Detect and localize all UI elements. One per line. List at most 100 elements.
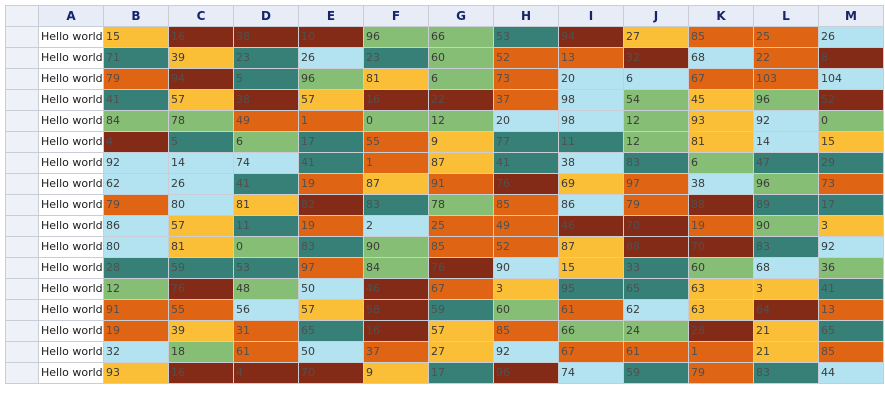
value-cell[interactable]: 32: [103, 341, 169, 363]
value-cell[interactable]: 57: [298, 299, 364, 321]
column-header-h[interactable]: H: [493, 5, 559, 27]
value-cell[interactable]: 67: [688, 68, 754, 90]
value-cell[interactable]: 89: [753, 194, 819, 216]
value-cell[interactable]: 13: [818, 299, 884, 321]
value-cell[interactable]: 57: [298, 89, 364, 111]
column-header-c[interactable]: C: [168, 5, 234, 27]
row-header[interactable]: [5, 320, 39, 342]
value-cell[interactable]: 39: [168, 320, 234, 342]
value-cell[interactable]: 85: [688, 26, 754, 48]
value-cell[interactable]: 81: [168, 236, 234, 258]
value-cell[interactable]: 96: [298, 68, 364, 90]
value-cell[interactable]: 65: [623, 278, 689, 300]
value-cell[interactable]: 78: [428, 194, 494, 216]
value-cell[interactable]: 16: [363, 89, 429, 111]
value-cell[interactable]: 4: [233, 362, 299, 384]
value-cell[interactable]: 86: [103, 215, 169, 237]
column-header-e[interactable]: E: [298, 5, 364, 27]
value-cell[interactable]: 97: [298, 257, 364, 279]
row-header[interactable]: [5, 278, 39, 300]
value-cell[interactable]: 28: [103, 257, 169, 279]
value-cell[interactable]: 96: [363, 26, 429, 48]
value-cell[interactable]: 74: [558, 362, 624, 384]
value-cell[interactable]: 86: [558, 194, 624, 216]
value-cell[interactable]: 11: [233, 215, 299, 237]
label-cell[interactable]: Hello world: [38, 89, 104, 111]
value-cell[interactable]: 81: [233, 194, 299, 216]
value-cell[interactable]: 85: [493, 194, 559, 216]
column-header-f[interactable]: F: [363, 5, 429, 27]
value-cell[interactable]: 6: [428, 68, 494, 90]
value-cell[interactable]: 20: [558, 68, 624, 90]
label-cell[interactable]: Hello world: [38, 194, 104, 216]
value-cell[interactable]: 3: [818, 215, 884, 237]
value-cell[interactable]: 19: [298, 173, 364, 195]
value-cell[interactable]: 85: [818, 341, 884, 363]
value-cell[interactable]: 60: [493, 299, 559, 321]
label-cell[interactable]: Hello world: [38, 173, 104, 195]
value-cell[interactable]: 94: [168, 68, 234, 90]
value-cell[interactable]: 92: [818, 236, 884, 258]
value-cell[interactable]: 38: [688, 173, 754, 195]
value-cell[interactable]: 68: [753, 257, 819, 279]
row-header[interactable]: [5, 131, 39, 153]
value-cell[interactable]: 66: [428, 26, 494, 48]
value-cell[interactable]: 49: [493, 215, 559, 237]
label-cell[interactable]: Hello world: [38, 257, 104, 279]
value-cell[interactable]: 23: [363, 47, 429, 69]
value-cell[interactable]: 46: [558, 215, 624, 237]
value-cell[interactable]: 95: [558, 278, 624, 300]
value-cell[interactable]: 13: [558, 47, 624, 69]
value-cell[interactable]: 65: [818, 320, 884, 342]
value-cell[interactable]: 61: [623, 341, 689, 363]
value-cell[interactable]: 69: [558, 173, 624, 195]
value-cell[interactable]: 17: [818, 194, 884, 216]
value-cell[interactable]: 98: [558, 89, 624, 111]
row-header[interactable]: [5, 110, 39, 132]
value-cell[interactable]: 96: [753, 89, 819, 111]
value-cell[interactable]: 15: [818, 131, 884, 153]
value-cell[interactable]: 76: [493, 173, 559, 195]
value-cell[interactable]: 12: [103, 278, 169, 300]
value-cell[interactable]: 16: [363, 320, 429, 342]
value-cell[interactable]: 1: [298, 110, 364, 132]
value-cell[interactable]: 88: [623, 236, 689, 258]
value-cell[interactable]: 17: [298, 131, 364, 153]
value-cell[interactable]: 79: [103, 194, 169, 216]
value-cell[interactable]: 94: [558, 26, 624, 48]
value-cell[interactable]: 57: [168, 89, 234, 111]
value-cell[interactable]: 12: [623, 131, 689, 153]
value-cell[interactable]: 14: [168, 152, 234, 174]
value-cell[interactable]: 50: [298, 341, 364, 363]
value-cell[interactable]: 59: [428, 299, 494, 321]
value-cell[interactable]: 60: [688, 257, 754, 279]
value-cell[interactable]: 12: [428, 110, 494, 132]
value-cell[interactable]: 76: [168, 278, 234, 300]
value-cell[interactable]: 52: [493, 47, 559, 69]
value-cell[interactable]: 8: [818, 47, 884, 69]
label-cell[interactable]: Hello world: [38, 362, 104, 384]
label-cell[interactable]: Hello world: [38, 68, 104, 90]
value-cell[interactable]: 25: [753, 26, 819, 48]
value-cell[interactable]: 88: [688, 194, 754, 216]
value-cell[interactable]: 6: [688, 152, 754, 174]
value-cell[interactable]: 41: [493, 152, 559, 174]
value-cell[interactable]: 4: [103, 131, 169, 153]
value-cell[interactable]: 60: [428, 47, 494, 69]
value-cell[interactable]: 49: [233, 110, 299, 132]
value-cell[interactable]: 18: [168, 341, 234, 363]
column-header-a[interactable]: A: [38, 5, 104, 27]
value-cell[interactable]: 47: [753, 152, 819, 174]
value-cell[interactable]: 70: [688, 236, 754, 258]
value-cell[interactable]: 57: [428, 320, 494, 342]
value-cell[interactable]: 84: [363, 257, 429, 279]
value-cell[interactable]: 38: [558, 152, 624, 174]
row-header[interactable]: [5, 341, 39, 363]
value-cell[interactable]: 26: [298, 47, 364, 69]
value-cell[interactable]: 76: [428, 257, 494, 279]
value-cell[interactable]: 87: [363, 173, 429, 195]
value-cell[interactable]: 32: [623, 47, 689, 69]
label-cell[interactable]: Hello world: [38, 320, 104, 342]
label-cell[interactable]: Hello world: [38, 236, 104, 258]
value-cell[interactable]: 0: [363, 110, 429, 132]
